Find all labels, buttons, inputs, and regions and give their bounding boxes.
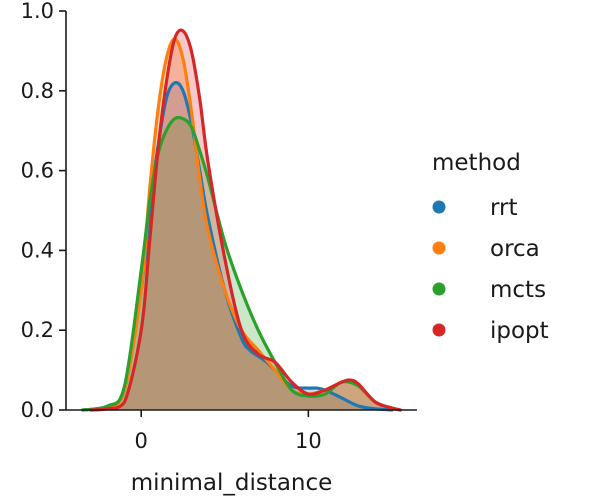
y-tick-label: 0.2 — [21, 318, 54, 342]
legend-marker-orca — [432, 241, 446, 255]
density-lines — [81, 28, 402, 412]
legend-marker-rrt — [432, 200, 446, 214]
density-fill-rrt — [82, 82, 392, 411]
legend-label-mcts: mcts — [490, 277, 546, 303]
legend-marker-mcts — [432, 282, 446, 296]
density-fill-orca — [91, 38, 401, 411]
density-fill-mcts — [82, 117, 401, 410]
x-tick-label: 10 — [295, 429, 322, 453]
legend-label-ipopt: ipopt — [490, 318, 549, 344]
legend-title: method — [432, 150, 521, 176]
y-ticks: 0.0 0.2 0.4 0.6 0.8 1.0 — [21, 0, 66, 422]
y-tick-label: 0.8 — [21, 79, 54, 103]
density-line-ipopt — [89, 28, 402, 412]
legend: method rrt orca mcts ipopt — [432, 150, 549, 344]
y-tick-label: 0.4 — [21, 238, 54, 262]
y-tick-label: 1.0 — [21, 0, 54, 23]
axes — [65, 11, 417, 411]
x-tick-label: 0 — [135, 429, 148, 453]
x-ticks: 0 10 — [135, 410, 322, 453]
x-axis-label: minimal_distance — [131, 470, 333, 496]
y-tick-label: 0.0 — [21, 398, 54, 422]
legend-label-orca: orca — [490, 236, 540, 262]
y-tick-label: 0.6 — [21, 159, 54, 183]
legend-marker-ipopt — [432, 323, 446, 337]
legend-label-rrt: rrt — [490, 195, 518, 221]
